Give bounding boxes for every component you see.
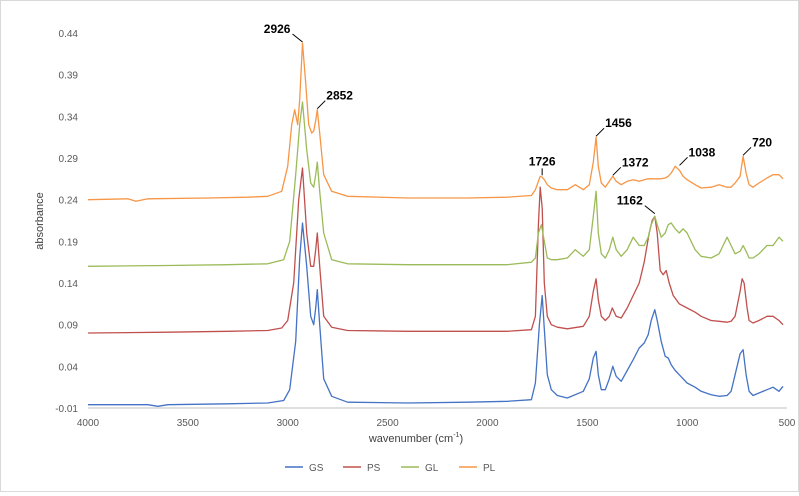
annotation-label-2852: 2852 [326,89,353,103]
annotation-leader-1372 [613,167,621,175]
x-tick-label: 1000 [676,418,699,429]
legend-label-gs: GS [309,463,324,474]
x-tick-label: 2500 [376,418,399,429]
annotation-leader-2852 [317,101,325,109]
x-axis-ticks: 4000 3500 3000 2500 2000 1500 1000 500 [77,418,796,429]
annotation-label-1162: 1162 [617,194,643,208]
series-line-pl [88,43,783,201]
y-axis-ticks: -0.01 0.04 0.09 0.14 0.19 0.24 0.29 0.34 0.39 0.4… [55,29,78,415]
series-line-gs [88,223,783,406]
series-lines [88,43,783,406]
y-tick-label: 0.39 [59,71,79,82]
annotation-label-2926: 2926 [264,22,291,36]
y-tick-label: 0.34 [59,112,79,123]
annotation-label-1726: 1726 [529,154,556,168]
annotation-leader-1038 [680,157,688,165]
x-tick-label: 4000 [77,418,100,429]
y-tick-label: 0.29 [59,154,79,165]
annotation-leader-1456 [596,128,604,136]
annotation-leader-720 [743,147,751,155]
x-tick-label: 1500 [576,418,599,429]
legend-label-gl: GL [425,463,439,474]
y-tick-label: 0.44 [59,29,79,40]
annotation-label-1456: 1456 [605,116,632,130]
y-tick-label: -0.01 [55,404,78,415]
x-axis-title-suffix: ) [459,433,463,445]
series-line-gl [88,102,783,266]
y-tick-label: 0.04 [59,362,79,373]
annotation-leader-2926 [292,34,302,42]
series-line-ps [88,168,783,333]
chart-legend: GS PS GL PL [285,463,496,474]
x-tick-label: 3500 [177,418,200,429]
y-tick-label: 0.09 [59,321,79,332]
x-tick-label: 3000 [277,418,300,429]
annotation-label-1038: 1038 [689,145,716,159]
annotation-label-720: 720 [752,135,772,149]
legend-label-ps: PS [367,463,381,474]
x-axis-title: wavenumber (cm-1) [368,432,463,445]
y-tick-label: 0.14 [59,279,79,290]
y-tick-label: 0.19 [59,237,79,248]
legend-label-pl: PL [483,463,496,474]
x-tick-label: 500 [779,418,796,429]
x-tick-label: 2000 [476,418,499,429]
annotation-label-1372: 1372 [622,155,649,169]
x-axis-title-main: wavenumber (cm [368,433,453,445]
annotation-leader-1162 [645,206,655,214]
y-axis-title: absorbance [34,192,46,250]
y-tick-label: 0.24 [59,196,79,207]
